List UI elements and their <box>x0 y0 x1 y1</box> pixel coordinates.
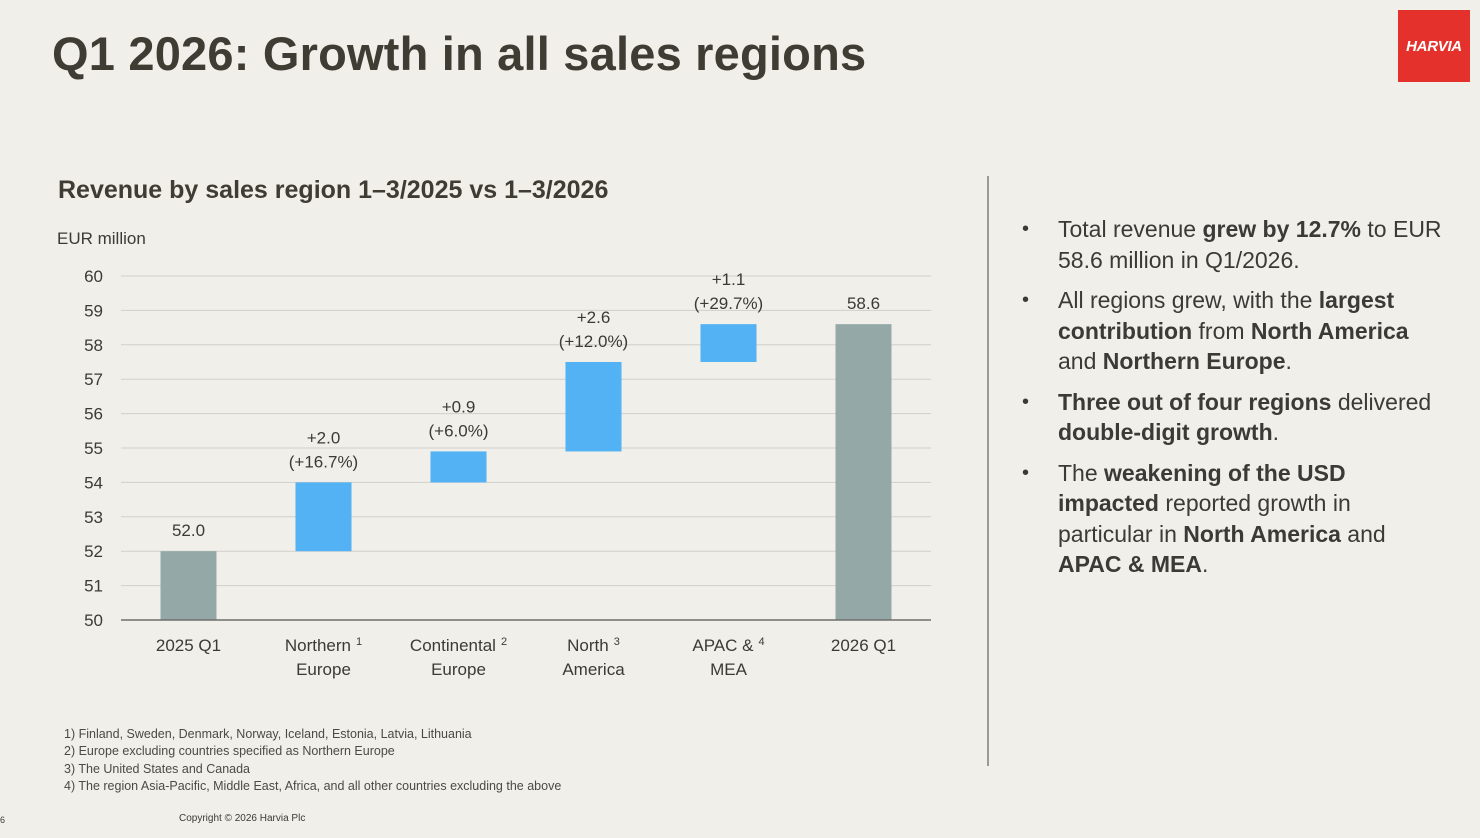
footnote-marker: 2 <box>501 636 507 648</box>
y-tick-label: 54 <box>84 473 103 492</box>
y-axis-unit-label: EUR million <box>57 229 146 248</box>
y-tick-label: 50 <box>84 611 103 630</box>
data-label-percent: (+16.7%) <box>289 452 358 471</box>
bullet-point: • Three out of four regions delivered dou… <box>1022 387 1442 448</box>
bullet-point: • The weakening of the USD impacted repor… <box>1022 458 1442 580</box>
y-tick-label: 52 <box>84 542 103 561</box>
copyright-text: Copyright © 2026 Harvia Plc <box>179 813 306 824</box>
bullet-emphasis: APAC & MEA <box>1058 551 1202 577</box>
bullet-emphasis: North America <box>1250 317 1409 344</box>
footnote-marker: 1 <box>356 636 362 648</box>
bullet-text: from <box>1192 317 1251 344</box>
bullet-dot-icon: • <box>1022 218 1030 240</box>
data-label: +0.9 <box>442 397 476 416</box>
bullet-text: reported growth in particular in <box>1058 490 1351 547</box>
footnote-item: 1) Finland, Sweden, Denmark, Norway, Ice… <box>64 727 472 741</box>
divider-line <box>987 176 989 766</box>
y-tick-label: 55 <box>84 439 103 458</box>
x-tick-label: North 3 <box>567 636 620 655</box>
bullet-dot-icon: • <box>1022 289 1030 311</box>
footnotes: 1) Finland, Sweden, Denmark, Norway, Ice… <box>64 726 561 795</box>
bullet-text: and <box>1340 520 1386 547</box>
bar <box>295 482 352 552</box>
chart-title: Revenue by sales region 1–3/2025 vs 1–3/… <box>58 176 609 204</box>
bullet-text: to EUR 58.6 million in Q1/2026. <box>1058 216 1442 273</box>
data-label-percent: (+6.0%) <box>429 421 489 440</box>
bullet-emphasis: largest contribution <box>1058 287 1395 344</box>
x-tick-label: Continental 2 <box>410 636 507 655</box>
logo-text: HARVIA <box>1406 37 1462 55</box>
bullet-text: . <box>1272 419 1280 445</box>
y-tick-label: 53 <box>84 508 103 527</box>
bullet-emphasis: weakening of the USD impacted <box>1058 459 1346 517</box>
bullet-emphasis: grew by 12.7% <box>1202 216 1362 242</box>
y-tick-label: 58 <box>84 336 103 355</box>
data-label: 52.0 <box>172 521 205 540</box>
footnote-item: 2) Europe excluding countries specified … <box>64 744 395 759</box>
bullet-text: delivered <box>1331 388 1432 415</box>
x-tick-label-line2: America <box>562 660 625 679</box>
key-points-list: • Total revenue grew by 12.7% to EUR 58.6… <box>1022 214 1442 590</box>
footnote-marker: 4 <box>758 636 764 648</box>
data-label: +2.6 <box>577 308 611 327</box>
x-tick-label-line2: MEA <box>710 660 748 679</box>
bar <box>565 362 622 452</box>
slide-title: Q1 2026: Growth in all sales regions <box>52 27 867 80</box>
y-tick-label: 57 <box>84 370 103 389</box>
data-label: +2.0 <box>307 428 341 447</box>
page-number: 6 <box>0 815 6 825</box>
bullet-dot-icon: • <box>1022 461 1030 484</box>
bullet-point: • All regions grew, with the largest cont… <box>1022 285 1442 377</box>
bullet-text: All regions grew, with the <box>1058 287 1319 313</box>
bullet-emphasis: double-digit growth <box>1058 419 1273 445</box>
bar <box>700 324 757 362</box>
footnote-item: 3) The United States and Canada <box>64 761 251 776</box>
bullet-text: . <box>1201 551 1209 577</box>
bullet-emphasis: North America <box>1183 520 1341 547</box>
bullet-point: • Total revenue grew by 12.7% to EUR 58.6… <box>1022 214 1442 275</box>
bar <box>160 551 217 620</box>
bullet-text: . <box>1285 348 1292 374</box>
bar <box>835 324 892 620</box>
bullet-text: The <box>1058 459 1105 486</box>
y-tick-label: 60 <box>84 267 103 286</box>
bullet-text: and <box>1058 348 1103 374</box>
y-tick-label: 59 <box>84 301 103 320</box>
data-label: +1.1 <box>712 270 746 289</box>
bullet-text: Total revenue <box>1058 216 1203 242</box>
bullet-emphasis: Three out of four regions <box>1058 388 1332 415</box>
footnote-item: 4) The region Asia-Pacific, Middle East,… <box>64 778 562 793</box>
x-tick-label: 2026 Q1 <box>831 636 896 655</box>
harvia-logo: HARVIA <box>1398 10 1470 82</box>
y-tick-label: 56 <box>84 405 103 424</box>
footnote-marker: 3 <box>614 636 620 648</box>
data-label-percent: (+12.0%) <box>559 332 628 351</box>
bar <box>430 451 487 483</box>
x-tick-label: Northern 1 <box>285 636 362 655</box>
x-tick-label: 2025 Q1 <box>156 636 221 655</box>
x-tick-label: APAC & 4 <box>692 636 764 655</box>
bullet-dot-icon: • <box>1022 390 1030 413</box>
y-tick-label: 51 <box>84 577 103 596</box>
data-label: 58.6 <box>847 294 880 313</box>
x-tick-label-line2: Europe <box>431 660 486 679</box>
bullet-emphasis: Northern Europe <box>1102 348 1286 374</box>
x-tick-label-line2: Europe <box>296 660 351 679</box>
data-label-percent: (+29.7%) <box>694 294 763 313</box>
